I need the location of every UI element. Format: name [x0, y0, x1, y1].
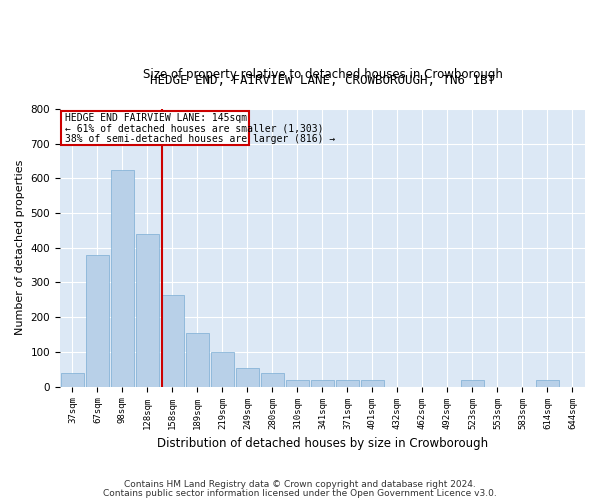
- Bar: [110, 170, 134, 386]
- Bar: [311, 380, 334, 386]
- X-axis label: Distribution of detached houses by size in Crowborough: Distribution of detached houses by size …: [157, 437, 488, 450]
- Bar: [335, 380, 359, 386]
- Text: HEDGE END FAIRVIEW LANE: 145sqm: HEDGE END FAIRVIEW LANE: 145sqm: [65, 114, 247, 124]
- Bar: [185, 333, 209, 386]
- Text: HEDGE END, FAIRVIEW LANE, CROWBOROUGH, TN6 1BT: HEDGE END, FAIRVIEW LANE, CROWBOROUGH, T…: [150, 74, 495, 86]
- Bar: [536, 380, 559, 386]
- Bar: [136, 234, 159, 386]
- Bar: [286, 380, 310, 386]
- Text: ← 61% of detached houses are smaller (1,303): ← 61% of detached houses are smaller (1,…: [65, 124, 323, 134]
- Bar: [86, 254, 109, 386]
- Text: Contains public sector information licensed under the Open Government Licence v3: Contains public sector information licen…: [103, 490, 497, 498]
- Bar: [161, 294, 184, 386]
- Bar: [461, 380, 484, 386]
- Title: Size of property relative to detached houses in Crowborough: Size of property relative to detached ho…: [143, 68, 502, 81]
- Bar: [61, 373, 84, 386]
- FancyBboxPatch shape: [61, 110, 248, 146]
- Bar: [361, 380, 385, 386]
- Text: Contains HM Land Registry data © Crown copyright and database right 2024.: Contains HM Land Registry data © Crown c…: [124, 480, 476, 489]
- Bar: [260, 373, 284, 386]
- Bar: [236, 368, 259, 386]
- Text: 38% of semi-detached houses are larger (816) →: 38% of semi-detached houses are larger (…: [65, 134, 335, 144]
- Bar: [211, 352, 235, 386]
- Y-axis label: Number of detached properties: Number of detached properties: [15, 160, 25, 336]
